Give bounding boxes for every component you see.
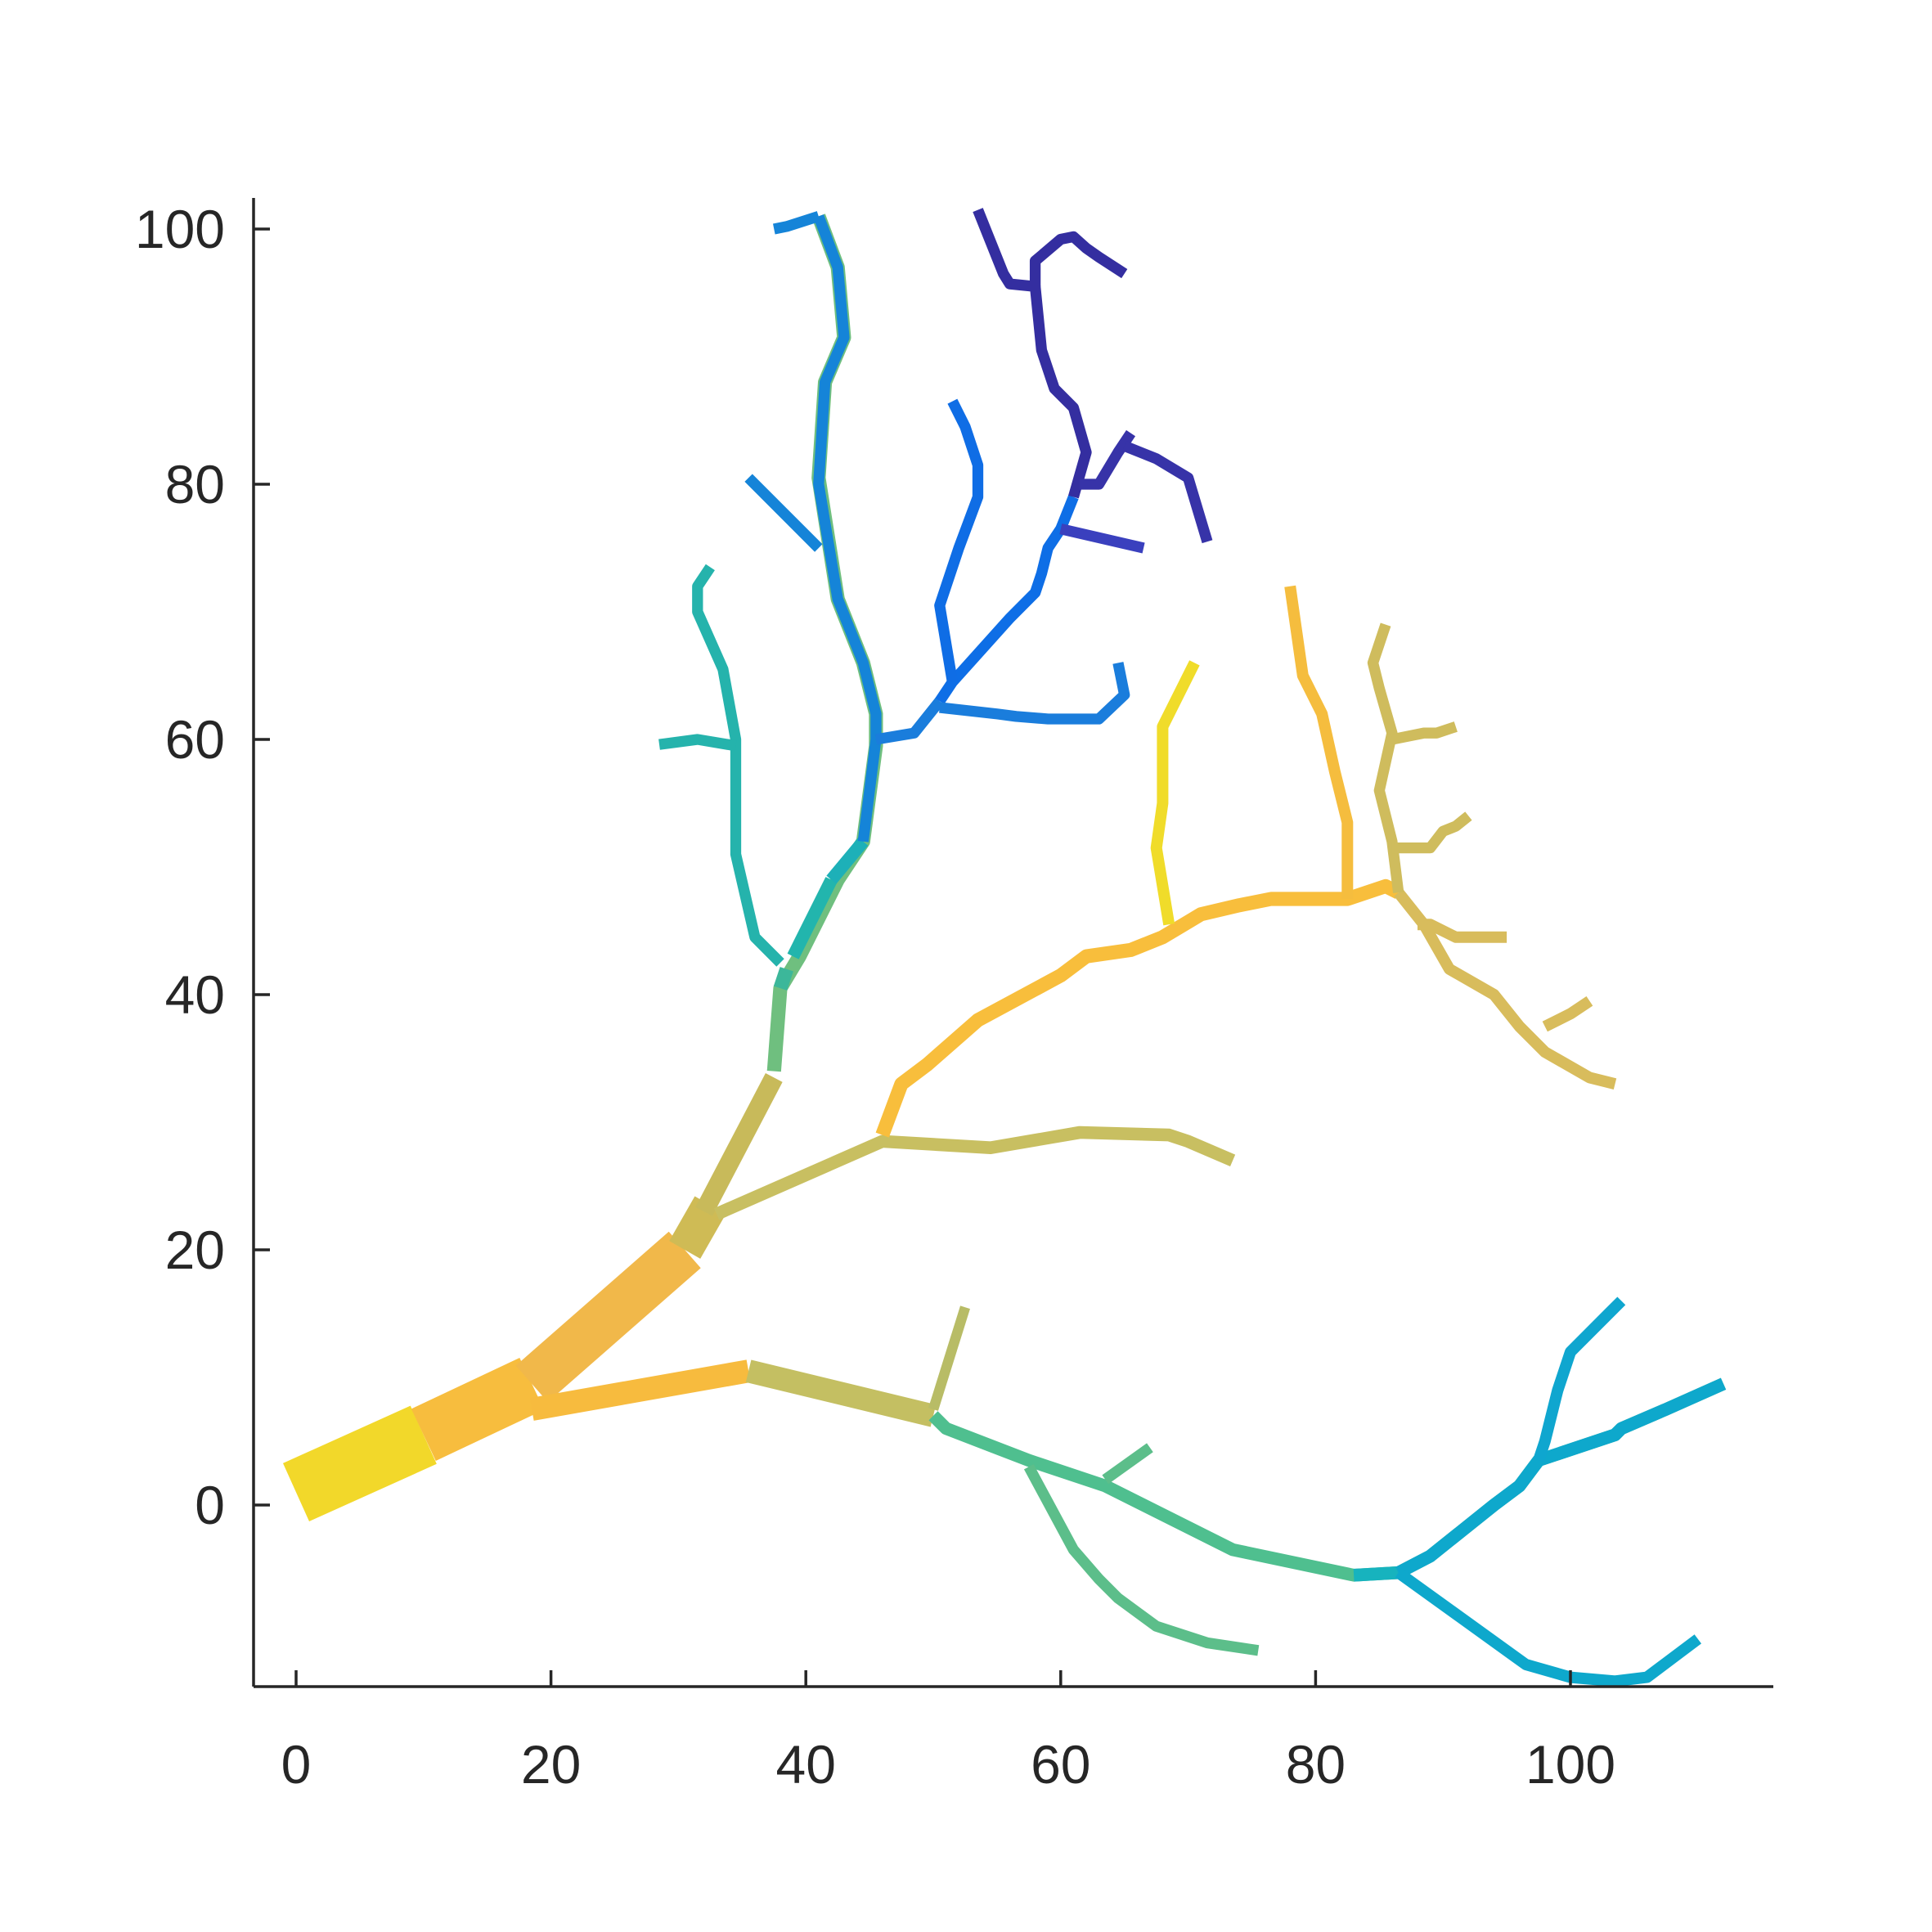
x-tick-label: 100	[1525, 1734, 1615, 1795]
branch-segment-0	[282, 1405, 437, 1521]
branch-segment-32	[1391, 721, 1458, 745]
branch-segment-29	[1542, 995, 1593, 1032]
x-tick-label: 60	[1031, 1734, 1090, 1795]
y-tick-label: 20	[165, 1220, 225, 1280]
branch-segment-22	[658, 734, 737, 752]
x-tick-label: 40	[775, 1734, 835, 1795]
branch-segment-13	[935, 495, 1079, 704]
branch-segment-4	[695, 1072, 783, 1216]
branch-segment-42	[1102, 1443, 1153, 1485]
branch-segment-17	[973, 208, 1092, 499]
branch-segment-21	[692, 564, 784, 967]
branch-segment-9	[813, 214, 882, 842]
branch-segment-26	[1284, 585, 1354, 899]
branch-segment-25	[1150, 660, 1200, 926]
branch-segment-36	[928, 1377, 1727, 1582]
branch-segment-19	[1080, 429, 1136, 490]
ticks: 0 20 40 60 80 100 0 20 40 60 80 100	[135, 199, 1615, 1795]
branch-segment-2	[515, 1231, 701, 1403]
y-tick-label: 40	[165, 964, 225, 1025]
branch-segment-11	[744, 474, 823, 552]
branch-segment-1	[411, 1358, 545, 1461]
branch-segment-31	[1391, 811, 1472, 854]
branch-segment-33	[529, 1359, 751, 1421]
branch-segment-16	[1059, 523, 1145, 554]
branch-segment-20	[1122, 441, 1213, 544]
branch-segment-38	[1395, 1377, 1727, 1579]
branch-segment-35	[928, 1305, 970, 1411]
branch-segment-15	[939, 662, 1130, 725]
branch-segment-27	[1394, 888, 1617, 1090]
branch-segment-40	[1395, 1568, 1702, 1687]
branch-segment-41	[1023, 1464, 1260, 1656]
branch-segment-37	[1353, 1566, 1400, 1582]
branch-segment-10	[772, 211, 820, 235]
branch-segment-23	[713, 1126, 1236, 1220]
branch-segment-18	[1029, 231, 1128, 287]
branch-segment-7	[787, 877, 838, 959]
x-tick-label: 0	[281, 1734, 312, 1795]
branch-segment-39	[1533, 1296, 1626, 1462]
y-tick-label: 0	[195, 1475, 225, 1535]
x-tick-label: 20	[521, 1734, 581, 1795]
y-tick-label: 80	[165, 454, 225, 514]
branch-segments	[282, 208, 1727, 1687]
branch-segment-12	[874, 698, 944, 745]
branch-segment-28	[1418, 919, 1507, 943]
y-tick-label: 60	[165, 709, 225, 770]
axes	[252, 198, 1773, 1688]
x-tick-label: 80	[1286, 1734, 1346, 1795]
branch-segment-24	[875, 878, 1402, 1138]
branch-segment-30	[1367, 622, 1404, 894]
branch-segment-34	[745, 1359, 937, 1427]
branch-segment-14	[934, 398, 984, 683]
y-tick-label: 100	[135, 199, 225, 259]
branch-segment-8	[826, 837, 869, 884]
branch-segment-6	[773, 967, 793, 991]
